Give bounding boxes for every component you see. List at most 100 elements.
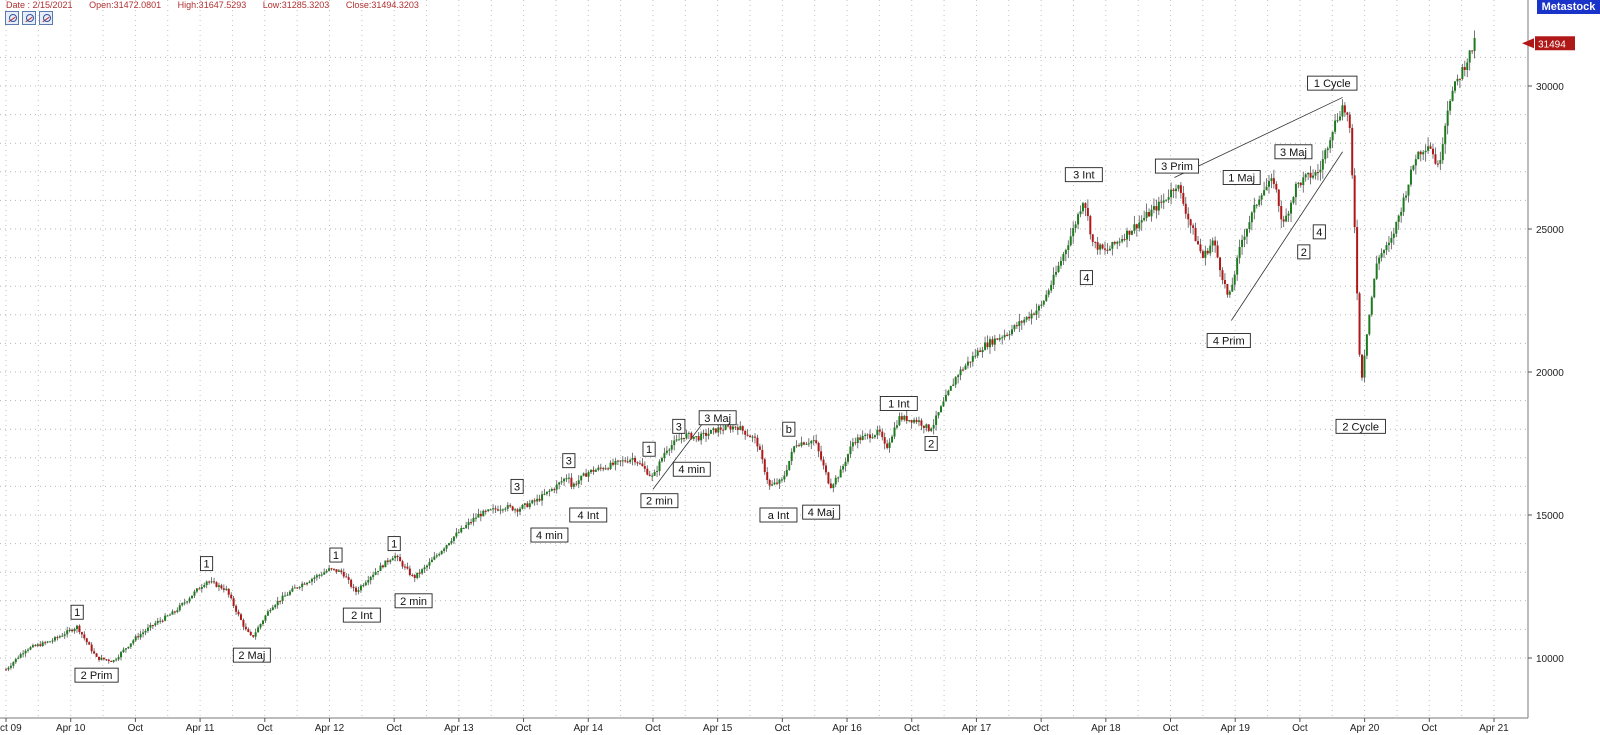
price-bar-body	[340, 570, 343, 572]
price-bar-body	[930, 428, 933, 431]
price-bar-body	[127, 646, 130, 649]
price-bar-body	[413, 575, 416, 578]
wave-label: 4 min	[672, 461, 711, 477]
price-bar-body	[41, 642, 44, 647]
price-bar-body	[1084, 203, 1087, 208]
price-bar-body	[318, 574, 321, 576]
price-bar-body	[85, 638, 88, 643]
price-bar-body	[521, 504, 524, 509]
price-bar-body	[665, 450, 668, 453]
price-bar-body	[1343, 105, 1346, 113]
wave-label-text: 1 Maj	[1228, 173, 1255, 185]
price-bar-body	[592, 469, 595, 472]
price-bar-body	[572, 483, 575, 487]
price-bar-body	[1099, 244, 1102, 250]
price-bar-body	[651, 475, 654, 477]
price-bar-body	[541, 494, 544, 501]
price-bar-body	[418, 572, 421, 574]
price-bar-body	[827, 472, 830, 484]
price-bar-body	[27, 649, 30, 651]
price-bar-body	[112, 660, 115, 662]
price-bar-body	[944, 395, 947, 402]
price-bar-body	[567, 477, 570, 479]
price-bar-body	[1255, 204, 1258, 206]
price-bar-body	[1106, 249, 1109, 251]
price-bar-body	[75, 625, 78, 630]
price-bar-body	[186, 601, 189, 603]
price-bar-body	[1277, 189, 1280, 206]
price-bar-body	[73, 629, 76, 632]
price-bar-body	[281, 595, 284, 602]
x-tick-label: Apr 19	[1220, 723, 1250, 734]
price-bar-body	[1187, 213, 1190, 220]
chart-zoom-icon[interactable]	[5, 11, 19, 25]
chart-zoom-out-icon[interactable]	[22, 11, 36, 25]
price-bar-body	[487, 509, 490, 512]
price-bar-body	[1270, 178, 1273, 181]
price-bar-body	[156, 620, 159, 624]
wave-label-text: 1 Cycle	[1314, 78, 1351, 90]
price-bar-body	[766, 472, 769, 480]
price-bar-body	[288, 591, 291, 595]
price-bar-body	[394, 555, 397, 559]
price-bar-body	[320, 574, 323, 576]
x-tick-label: Apr 11	[186, 723, 215, 734]
price-bar-body	[232, 598, 235, 606]
price-bar-body	[861, 435, 864, 440]
price-bar-body	[1236, 257, 1239, 275]
price-bar-body	[95, 653, 98, 657]
price-bar-body	[244, 626, 247, 630]
chart-axes: 10000 15000 20000 25000 30000 ct 09 Apr 10 Oct A…	[0, 0, 1564, 734]
wave-label: 3 Prim	[1154, 158, 1200, 174]
price-bar-body	[34, 645, 37, 647]
price-bar-body	[1400, 211, 1403, 216]
price-bar-body	[1463, 67, 1466, 70]
price-bar-body	[560, 481, 563, 483]
price-bar-body	[345, 576, 348, 578]
wave-label-text: 4 Maj	[808, 507, 835, 519]
price-bar-body	[705, 432, 708, 436]
price-bar-body	[966, 361, 969, 366]
price-bar-body	[1179, 185, 1182, 193]
price-bar-body	[937, 412, 940, 416]
price-bar-body	[399, 557, 402, 562]
price-bar-body	[1336, 120, 1339, 122]
price-bar-body	[1321, 159, 1324, 170]
wave-label-text: 3	[676, 421, 682, 433]
price-bar-body	[63, 634, 66, 636]
price-bar-body	[712, 428, 715, 431]
price-bar-body	[1074, 224, 1077, 229]
price-bar-body	[286, 594, 289, 596]
wave-label-text: 4 min	[536, 530, 563, 542]
price-bar-body	[445, 545, 448, 549]
wave-label-text: 3 Int	[1073, 170, 1094, 182]
wave-label-text: 1 Int	[888, 398, 909, 410]
price-bar-body	[599, 467, 602, 469]
price-bar-body	[66, 630, 69, 635]
price-bar-body	[954, 377, 957, 385]
wave-label: 3	[672, 418, 686, 434]
price-bar-body	[88, 642, 91, 645]
x-tick-label: Apr 16	[832, 723, 862, 734]
price-bar-body	[1040, 304, 1043, 306]
chart-fit-icon[interactable]	[39, 11, 53, 25]
price-bar-body	[46, 641, 49, 643]
price-bar-body	[984, 342, 987, 350]
price-bar-body	[440, 550, 443, 555]
wave-label: 1 Cycle	[1307, 75, 1358, 91]
price-bar-body	[1414, 159, 1417, 166]
price-bar-body	[1157, 201, 1160, 211]
price-bar-body	[58, 636, 61, 638]
price-bar-body	[864, 434, 867, 436]
price-bar-body	[1028, 316, 1031, 319]
wave-label-box	[387, 536, 401, 552]
price-bar-body	[134, 636, 137, 641]
price-bar-body	[166, 615, 169, 617]
price-bar-body	[1030, 313, 1033, 319]
price-bar-body	[71, 629, 74, 632]
price-bar-body	[810, 441, 813, 444]
price-bar-body	[222, 588, 225, 590]
price-bar-body	[1010, 329, 1013, 335]
price-bar-body	[465, 525, 468, 528]
